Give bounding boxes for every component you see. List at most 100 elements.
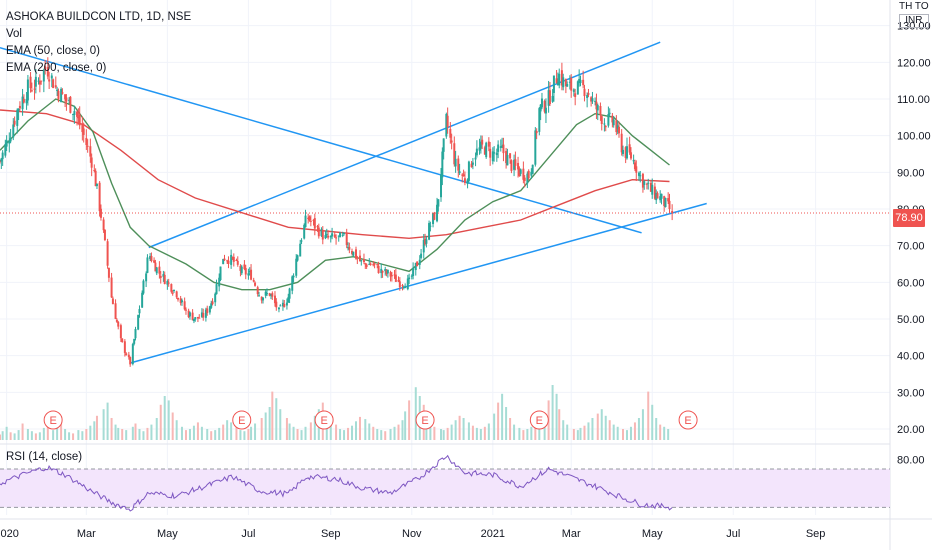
candle-body bbox=[432, 213, 435, 225]
candle-body bbox=[162, 274, 165, 277]
candle-body bbox=[446, 115, 449, 128]
currency-label[interactable]: TH TO INR bbox=[899, 2, 929, 28]
candle-body bbox=[69, 96, 72, 113]
volume-bar bbox=[358, 416, 361, 440]
candle-body bbox=[604, 126, 607, 128]
candle-body bbox=[76, 111, 79, 117]
volume-bar bbox=[226, 420, 229, 440]
volume-bar bbox=[566, 424, 569, 440]
volume-bar bbox=[247, 429, 250, 440]
legend-ema-200[interactable]: EMA (200, close, 0) bbox=[6, 62, 107, 74]
candle-body bbox=[150, 255, 153, 262]
candle-body bbox=[595, 101, 598, 110]
candle-body bbox=[38, 81, 41, 85]
volume-bar bbox=[637, 418, 640, 440]
candle-body bbox=[655, 192, 658, 201]
volume-bar bbox=[591, 418, 594, 440]
candle-body bbox=[586, 95, 589, 98]
candle-body bbox=[22, 98, 25, 103]
candle-body bbox=[587, 93, 590, 95]
volume-bar bbox=[454, 420, 457, 440]
price-tick-label: 120.00 bbox=[897, 57, 931, 69]
volume-bar bbox=[117, 427, 120, 440]
volume-bar bbox=[604, 415, 607, 440]
volume-bar bbox=[26, 429, 29, 440]
volume-bar bbox=[300, 430, 303, 440]
candle-body bbox=[514, 159, 517, 166]
candle-body bbox=[564, 79, 567, 87]
candle-body bbox=[501, 145, 504, 147]
volume-bar bbox=[5, 426, 8, 440]
candle-body bbox=[123, 341, 126, 353]
candle-body bbox=[247, 273, 250, 276]
volume-bar bbox=[616, 426, 619, 440]
candle-body bbox=[668, 200, 671, 210]
volume-bar bbox=[576, 430, 579, 440]
candle-body bbox=[560, 70, 563, 86]
candle-body bbox=[177, 297, 179, 300]
volume-bar bbox=[651, 404, 654, 440]
candle-body bbox=[291, 276, 294, 291]
candle-body bbox=[329, 235, 332, 238]
candle-body bbox=[56, 89, 59, 92]
candle-body bbox=[381, 270, 384, 273]
candle-body bbox=[320, 229, 323, 236]
candle-body bbox=[576, 81, 579, 95]
symbol-title[interactable]: ASHOKA BUILDCON LTD, 1D, NSE bbox=[6, 11, 192, 23]
candle-body bbox=[321, 230, 324, 240]
volume-bar bbox=[329, 420, 332, 440]
candle-body bbox=[591, 98, 594, 102]
candle-body bbox=[404, 287, 407, 289]
candle-body bbox=[106, 241, 109, 266]
ema-200-line bbox=[0, 109, 670, 240]
candle-body bbox=[73, 111, 76, 115]
candle-body bbox=[46, 66, 49, 77]
candle-body bbox=[535, 131, 538, 134]
candle-body bbox=[628, 144, 631, 153]
time-axis: 2020 Mar May Jul Sep Nov 2021 Mar May Jul Sep bbox=[0, 528, 825, 540]
candle-body bbox=[222, 258, 225, 265]
candle-body bbox=[279, 305, 282, 307]
volume-bar bbox=[372, 426, 375, 440]
candle-body bbox=[558, 73, 561, 86]
price-tick-label: 60.00 bbox=[897, 277, 925, 289]
candle-body bbox=[483, 147, 486, 155]
legend-volume[interactable]: Vol bbox=[6, 28, 22, 40]
volume-bar bbox=[442, 430, 445, 440]
volume-bar bbox=[56, 426, 59, 440]
rsi-title[interactable]: RSI (14, close) bbox=[6, 451, 83, 463]
candle-body bbox=[18, 105, 21, 109]
candle-body bbox=[90, 157, 93, 168]
candle-body bbox=[633, 162, 636, 170]
volume-bar bbox=[134, 423, 137, 440]
candle-body bbox=[639, 175, 642, 177]
volume-bar bbox=[142, 431, 145, 440]
candle-body bbox=[671, 211, 674, 214]
volume-bar bbox=[46, 424, 49, 440]
candle-body bbox=[309, 220, 312, 222]
candle-body bbox=[61, 92, 64, 94]
candle-body bbox=[180, 300, 183, 303]
candle-body bbox=[555, 78, 558, 84]
price-tick-label: 100.00 bbox=[897, 131, 931, 143]
candle-body bbox=[166, 281, 169, 285]
volume-bar bbox=[433, 426, 436, 440]
candle-body bbox=[26, 79, 29, 101]
earnings-marker-label: E bbox=[49, 415, 56, 427]
volume-bar bbox=[562, 420, 565, 440]
trendline bbox=[0, 46, 642, 234]
candle-body bbox=[499, 146, 502, 148]
candle-body bbox=[485, 142, 488, 158]
candle-body bbox=[362, 259, 365, 263]
candle-body bbox=[556, 82, 559, 86]
volume-bar bbox=[254, 423, 257, 440]
candle-body bbox=[506, 154, 509, 166]
volume-bar bbox=[659, 424, 662, 440]
volume-bar bbox=[467, 422, 470, 440]
candle-body bbox=[60, 88, 63, 103]
legend-ema-50[interactable]: EMA (50, close, 0) bbox=[6, 45, 100, 57]
candle-body bbox=[345, 232, 348, 245]
candle-body bbox=[509, 153, 512, 159]
